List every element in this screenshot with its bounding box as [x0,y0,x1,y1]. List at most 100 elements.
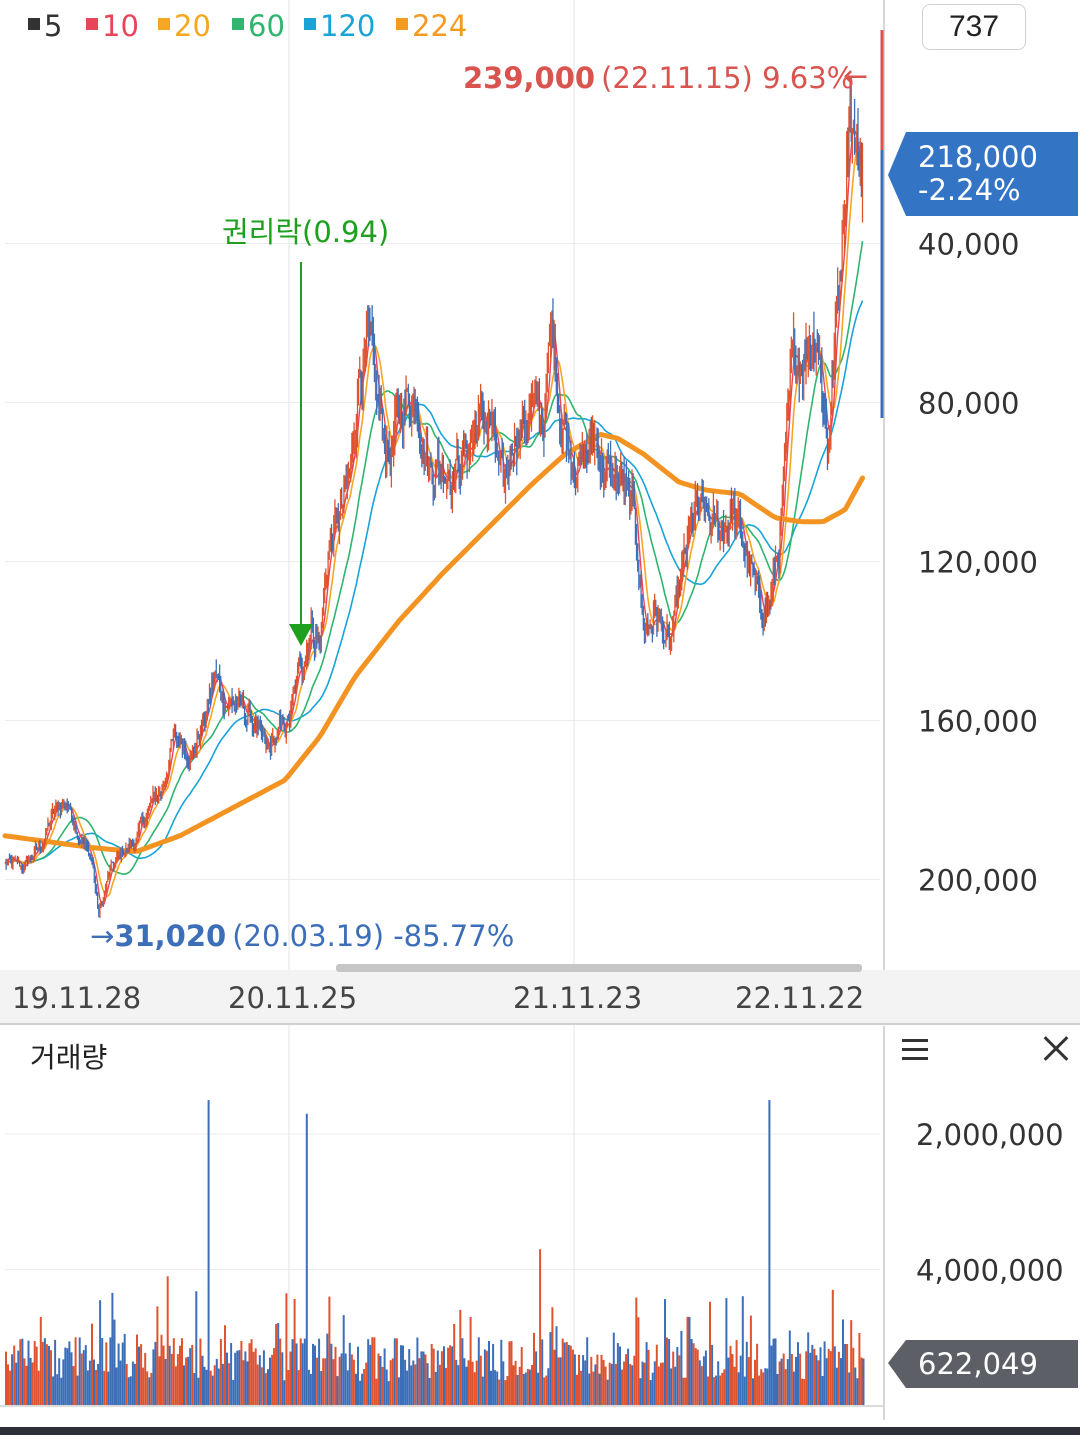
volume-bar [93,1359,95,1405]
volume-bar [774,1338,777,1405]
volume-bar [698,1360,701,1405]
volume-bar [82,1350,85,1405]
legend-swatch-60 [232,18,244,30]
volume-bar [475,1360,478,1405]
volume-bar [144,1352,147,1405]
volume-bar [514,1360,517,1405]
volume-bar [369,1344,372,1405]
volume-bar [670,1368,673,1405]
volume-bar [461,1338,464,1405]
volume-bar [350,1354,353,1405]
volume-bar [86,1370,89,1405]
volume-bar [80,1353,83,1405]
volume-bar [119,1360,122,1405]
volume-bar [215,1358,218,1405]
volume-bar [207,1100,210,1405]
volume-bar [602,1359,605,1405]
volume-bar [809,1352,812,1405]
volume-bar [105,1342,108,1405]
volume-bar [604,1366,607,1405]
volume-bar [578,1354,580,1405]
volume-bar [596,1354,599,1405]
data-count-box[interactable]: 737 [922,4,1026,50]
volume-bar [246,1361,249,1405]
volume-bar [402,1345,404,1405]
volume-bar [395,1338,398,1405]
volume-bar [641,1361,644,1405]
volume-bar [762,1372,765,1405]
volume-bar [242,1360,245,1405]
volume-bar [805,1351,808,1405]
volume-bar [385,1369,388,1405]
price-annotations: 239,000 (22.11.15) 9.63%← →31,020 (20.03.19… [90,59,868,953]
volume-bar [788,1330,791,1405]
volume-bar [107,1371,110,1405]
volume-bar [209,1370,212,1405]
volume-bar [668,1339,671,1405]
volume-bar [610,1363,613,1405]
volume-bar [416,1337,419,1405]
volume-bar [625,1354,628,1405]
close-icon[interactable] [1040,1034,1070,1064]
volume-bar [749,1315,752,1405]
volume-bar [621,1369,623,1405]
volume-bar [471,1361,474,1405]
volume-bar [17,1350,20,1405]
volume-bar [848,1372,851,1405]
volume-bar [490,1370,492,1405]
volume-bar [586,1337,589,1406]
volume-bar [702,1356,705,1405]
volume-bar [741,1296,744,1405]
volume-bar [307,1369,310,1405]
volume-bar [297,1370,300,1405]
volume-bar [631,1365,634,1405]
volume-bar [84,1345,87,1405]
volume-bar [234,1352,237,1405]
volume-bar [39,1316,42,1405]
volume-bar [592,1371,595,1405]
volume-bar [305,1113,308,1405]
volume-bar [553,1349,556,1405]
volume-bar [252,1351,255,1405]
volume-bar [813,1348,816,1405]
volume-bar [295,1343,298,1405]
volume-bar [837,1351,840,1405]
volume-y-tick: 4,000,000 [916,1254,1064,1288]
legend-label-60: 60 [248,9,285,43]
volume-bar [199,1338,202,1405]
hamburger-menu-icon[interactable] [900,1034,930,1064]
volume-bar [352,1359,355,1405]
volume-bar [739,1355,742,1405]
volume-bar [111,1292,114,1405]
volume-bar [633,1355,636,1405]
volume-bar [162,1345,165,1405]
volume-bar [795,1356,797,1405]
current-price-change: -2.24% [918,173,1021,207]
volume-bar [363,1369,366,1405]
volume-bar [803,1379,806,1405]
volume-bar [221,1363,224,1405]
volume-bar [821,1376,824,1405]
volume-bar [590,1356,593,1405]
volume-bar [565,1342,568,1405]
volume-bar [140,1344,143,1405]
volume-bar [316,1357,319,1405]
volume-bars [5,1100,865,1406]
volume-bar [455,1359,458,1405]
volume-bar [348,1342,351,1405]
volume-bar [473,1372,476,1405]
volume-bar [764,1368,767,1405]
volume-bar [516,1375,519,1405]
volume-bar [230,1343,233,1405]
ma-10-line [4,129,864,907]
volume-bar [127,1377,130,1405]
volume-bar [123,1333,126,1405]
volume-bar [213,1365,216,1405]
volume-bar [43,1338,46,1405]
volume-bar [240,1340,243,1405]
current-volume-tag [888,1340,1078,1388]
volume-bar [725,1298,728,1405]
legend-label-120: 120 [320,9,375,43]
